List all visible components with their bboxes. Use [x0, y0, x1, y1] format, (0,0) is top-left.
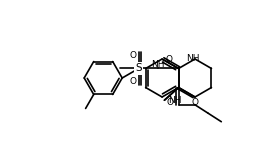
Text: O: O — [166, 55, 173, 64]
Text: O: O — [191, 98, 198, 107]
Text: O: O — [130, 77, 137, 86]
Text: O: O — [167, 98, 173, 107]
Text: NH: NH — [151, 60, 164, 70]
Text: O: O — [130, 51, 137, 60]
Text: NH: NH — [168, 96, 182, 105]
Text: NH: NH — [186, 54, 200, 63]
Text: S: S — [135, 64, 142, 74]
